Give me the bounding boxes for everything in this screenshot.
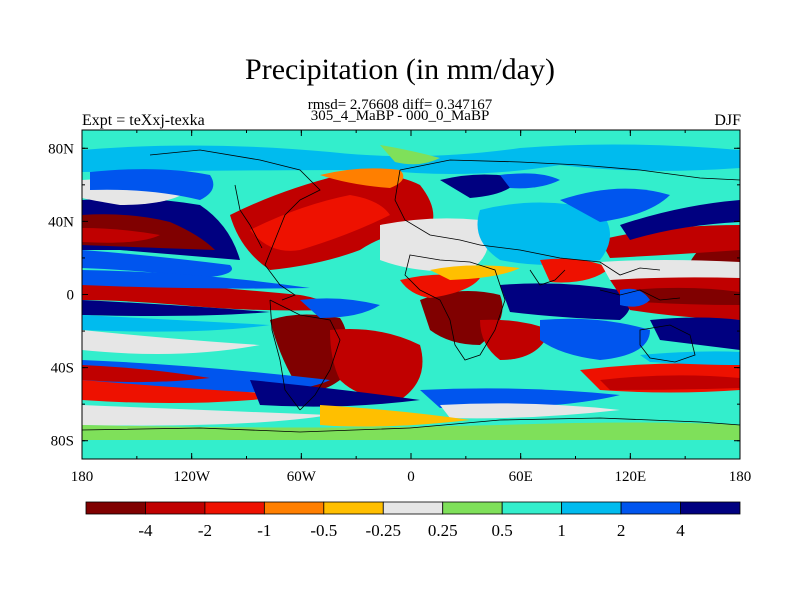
colorbar [85,501,741,515]
colorbar-label: 0.5 [492,521,513,540]
colorbar-label: 4 [676,521,685,540]
lon-tick-label: 60W [287,469,317,485]
colorbar-box [442,501,503,515]
lon-tick-label: 120E [614,469,646,485]
colorbar-label: -0.5 [310,521,337,540]
colorbar-box [501,501,563,515]
longitude-labels: 180 120W 60W 0 60E 120E 180 [71,469,752,485]
lon-tick-label: 180 [71,469,94,485]
colorbar-label: 1 [557,521,566,540]
colorbar-box [680,501,741,515]
lat-tick-label: 40S [51,361,74,377]
lon-tick-label: 60E [509,469,533,485]
colorbar-box [620,501,681,515]
colorbar-label: -2 [198,521,212,540]
lon-tick-label: 0 [407,469,415,485]
lon-tick-label: 120W [173,469,211,485]
colorbar-label: -4 [138,521,153,540]
colorbar-label: -0.25 [366,521,401,540]
lat-tick-label: 0 [67,288,75,304]
season-label: DJF [714,112,741,129]
axis-ticks [81,130,741,459]
periods-subtitle: 305_4_MaBP - 000_0_MaBP [310,108,490,124]
colorbar-box [263,501,325,515]
stats-subtitle: rmsd= 2.76608 diff= 0.347167 [307,97,493,113]
latitude-labels: 80N 40N 0 40S 80S [48,141,74,449]
experiment-label: Expt = teXxj-texka [82,112,205,129]
lat-tick-label: 40N [48,214,74,230]
colorbar-box [561,501,622,515]
colorbar-box [145,501,206,515]
colorbar-box [323,501,384,515]
colorbar-label: 0.25 [428,521,458,540]
lon-tick-label: 180 [729,469,752,485]
colorbar-box [85,501,146,515]
colorbar-box [204,501,265,515]
lat-tick-label: 80N [48,141,74,157]
colorbar-box [382,501,444,515]
colorbar-label: -1 [257,521,271,540]
map-field [82,130,740,459]
plot-title: Precipitation (in mm/day) [245,53,555,86]
colorbar-label: 2 [617,521,626,540]
lat-tick-label: 80S [51,434,74,450]
colorbar-labels: -4 -2 -1 -0.5 -0.25 0.25 0.5 1 2 4 [138,521,685,540]
